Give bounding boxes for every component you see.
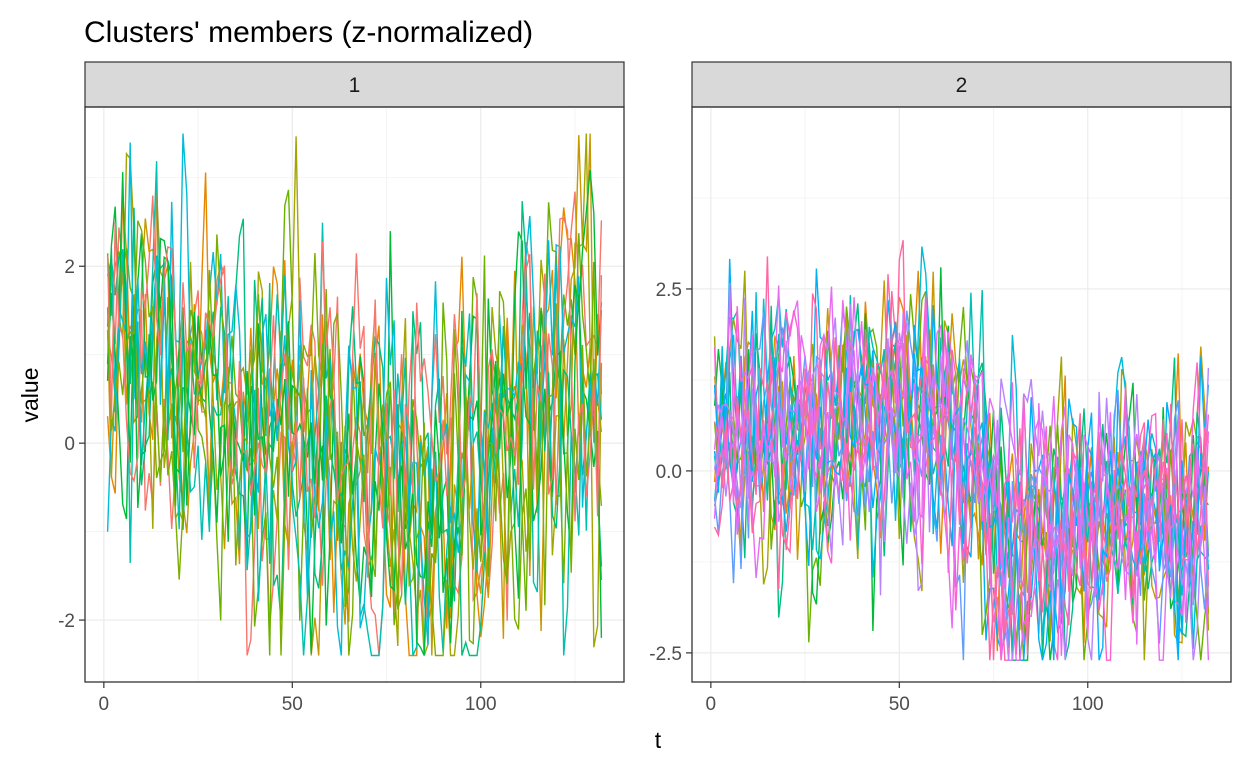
x-tick-label: 0 bbox=[99, 694, 110, 715]
panel-1: 1 0 50 100 -2 0 2 bbox=[58, 61, 625, 715]
panel-2-strip-label: 2 bbox=[956, 74, 968, 97]
panel-1-strip bbox=[84, 61, 625, 108]
series-line bbox=[713, 306, 1210, 661]
panel-2: 2 0 50 100 -2.5 0.0 2.5 bbox=[649, 61, 1232, 715]
x-tick-label: 100 bbox=[465, 694, 497, 715]
y-tick-label: -2 bbox=[58, 611, 75, 632]
series-line bbox=[106, 220, 603, 657]
series-line bbox=[713, 301, 1210, 661]
y-tick-label: -2.5 bbox=[649, 644, 682, 665]
panel-1-strip-label: 1 bbox=[349, 74, 361, 97]
series-line bbox=[713, 240, 1210, 661]
panel-1-border bbox=[84, 106, 625, 683]
y-tick-label: 0.0 bbox=[656, 462, 682, 483]
series-line bbox=[106, 133, 603, 657]
y-tick-label: 0 bbox=[64, 434, 75, 455]
panel-1-series bbox=[106, 133, 603, 657]
series-line bbox=[106, 172, 603, 656]
x-tick-label: 0 bbox=[706, 694, 717, 715]
series-line bbox=[106, 195, 603, 593]
y-axis-title: value bbox=[17, 368, 43, 423]
panel-1-grid bbox=[85, 107, 624, 682]
y-tick-label: 2 bbox=[64, 257, 75, 278]
y-tick-label: 2.5 bbox=[656, 280, 682, 301]
x-axis-title: t bbox=[655, 727, 662, 753]
x-tick-label: 50 bbox=[889, 694, 910, 715]
panel-2-ticks: 0 50 100 -2.5 0.0 2.5 bbox=[649, 280, 1103, 715]
panel-2-series bbox=[713, 240, 1210, 661]
panel-1-ticks: 0 50 100 -2 0 2 bbox=[58, 257, 497, 715]
x-tick-label: 100 bbox=[1072, 694, 1104, 715]
panel-2-border bbox=[691, 106, 1232, 683]
chart-title: Clusters' members (z-normalized) bbox=[84, 16, 533, 49]
x-tick-label: 50 bbox=[282, 694, 303, 715]
series-line bbox=[106, 133, 603, 656]
